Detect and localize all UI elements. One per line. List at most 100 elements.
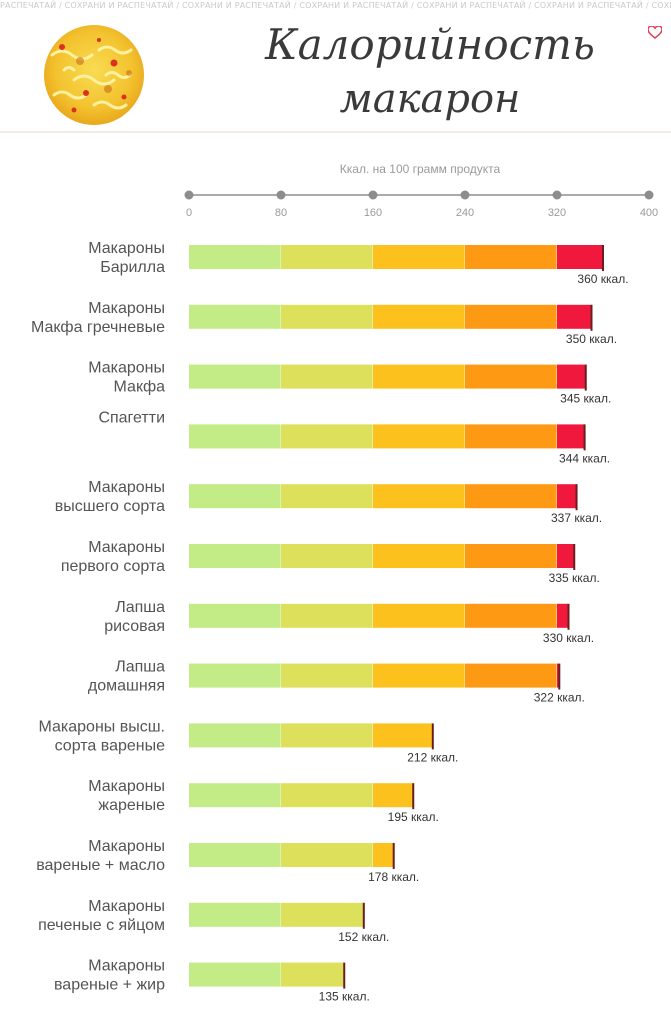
category-label-line: Макароны bbox=[88, 958, 165, 975]
title-line-1: Калорийность bbox=[265, 20, 595, 69]
category-label-line: печеные с яйцом bbox=[38, 917, 165, 934]
bar-segment bbox=[557, 364, 586, 389]
bar-segment bbox=[557, 544, 575, 568]
category-label-line: сорта вареные bbox=[55, 737, 165, 754]
chart-row: Лапша рисовая 330 ккал. bbox=[104, 599, 594, 645]
bar-segment bbox=[189, 783, 281, 808]
category-label: Макароны Макфа bbox=[88, 360, 165, 396]
bar-segment bbox=[557, 245, 603, 269]
bar-segment bbox=[465, 484, 557, 509]
bar-segment bbox=[281, 424, 373, 449]
bar-segment bbox=[281, 304, 373, 329]
category-label: Макароны высш. сорта вареные bbox=[38, 718, 165, 754]
value-label: 135 ккал. bbox=[319, 990, 370, 1004]
bar-segment bbox=[281, 783, 373, 808]
header: Калорийность макарон bbox=[0, 12, 671, 134]
bar-segment bbox=[189, 245, 281, 269]
category-label-line: Макароны bbox=[88, 240, 165, 257]
category-label-line: Макфа гречневые bbox=[31, 319, 165, 336]
bar-segment bbox=[373, 544, 465, 568]
watermark-text: РАСПЕЧАТАЙ / СОХРАНИ И РАСПЕЧАТАЙ / СОХР… bbox=[0, 1, 671, 10]
axis-tick-dot bbox=[552, 190, 562, 200]
category-label-line: вареные + жир bbox=[54, 977, 165, 994]
category-label-line: Макароны bbox=[88, 360, 165, 377]
axis-tick-dot bbox=[276, 190, 286, 200]
bar-segment bbox=[281, 364, 373, 389]
bar-segment bbox=[373, 304, 465, 329]
category-label: Макароны Барилла bbox=[88, 240, 165, 276]
category-label-line: рисовая bbox=[104, 618, 165, 635]
category-label-line: Барилла bbox=[100, 259, 165, 276]
bar-segment bbox=[373, 603, 465, 628]
bar-segment bbox=[189, 544, 281, 568]
bar-segment bbox=[465, 245, 557, 269]
bar-segment bbox=[281, 663, 373, 688]
category-label: Макароны вареные + масло bbox=[36, 838, 165, 874]
category-label-line: Макароны bbox=[88, 300, 165, 317]
axis-tick-dot bbox=[460, 190, 470, 200]
bar-segment bbox=[557, 424, 585, 449]
value-label: 337 ккал. bbox=[551, 511, 602, 525]
bar-segment bbox=[373, 843, 394, 867]
category-label: Макароны вареные + жир bbox=[54, 958, 165, 994]
bar-segment bbox=[465, 424, 557, 449]
category-label-line: жареные bbox=[98, 797, 165, 814]
bar-segment bbox=[557, 304, 592, 329]
category-label: Макароны печеные с яйцом bbox=[38, 898, 165, 934]
bar-segment bbox=[373, 484, 465, 509]
category-label-line: Макароны высш. bbox=[38, 718, 165, 735]
tick-label: 0 bbox=[186, 207, 192, 219]
category-label-line: Макароны bbox=[88, 898, 165, 915]
category-label-line: Макароны bbox=[88, 539, 165, 556]
bar-segment bbox=[281, 723, 373, 748]
category-label-line: Макароны bbox=[88, 479, 165, 496]
category-label: Макароны жареные bbox=[88, 778, 165, 814]
chart-row: Макароны печеные с яйцом 152 ккал. bbox=[38, 898, 389, 944]
value-label: 178 ккал. bbox=[368, 870, 419, 884]
value-label: 335 ккал. bbox=[549, 571, 600, 585]
axis-tick-dot bbox=[644, 190, 654, 200]
chart-row: Лапша домашняя 322 ккал. bbox=[88, 659, 585, 705]
category-label: Макароны первого сорта bbox=[61, 539, 165, 575]
tick-label: 160 bbox=[364, 207, 382, 219]
tick-label: 320 bbox=[548, 207, 566, 219]
chart-row: Макароны Макфа гречневые 350 ккал. bbox=[31, 300, 617, 346]
heart-icon bbox=[648, 26, 662, 39]
bar-segment bbox=[465, 603, 557, 628]
bar-segment bbox=[373, 245, 465, 269]
value-label: 350 ккал. bbox=[566, 332, 617, 346]
pasta-photo bbox=[44, 25, 144, 125]
chart-row: Макароны вареные + жир 135 ккал. bbox=[54, 958, 370, 1004]
category-label-line: вареные + масло bbox=[36, 857, 165, 874]
chart-rows: Макароны Барилла 360 ккал. Макароны Макфа гр… bbox=[31, 240, 629, 1004]
chart-row: Макароны первого сорта 335 ккал. bbox=[61, 539, 600, 585]
chart-row: Макароны вареные + масло 178 ккал. bbox=[36, 838, 419, 884]
bar-segment bbox=[373, 783, 414, 808]
chart-row: Макароны жареные 195 ккал. bbox=[88, 778, 439, 824]
chart-row: Макароны Макфа 345 ккал. bbox=[88, 360, 611, 406]
value-label: 360 ккал. bbox=[577, 272, 628, 286]
bar-segment bbox=[281, 245, 373, 269]
category-label-line: Спагетти bbox=[98, 409, 165, 426]
bar-segment bbox=[557, 663, 560, 688]
category-label-line: Макароны bbox=[88, 838, 165, 855]
category-label-line: Макароны bbox=[88, 778, 165, 795]
bar-segment bbox=[189, 424, 281, 449]
category-label: Спагетти bbox=[98, 409, 165, 426]
bar-segment bbox=[189, 843, 281, 867]
category-label-line: домашняя bbox=[88, 678, 165, 695]
bar-segment bbox=[557, 603, 569, 628]
category-label-line: Лапша bbox=[115, 599, 165, 616]
bar-segment bbox=[281, 843, 373, 867]
category-label-line: первого сорта bbox=[61, 558, 165, 575]
bar-segment bbox=[189, 723, 281, 748]
bar-segment bbox=[373, 424, 465, 449]
bar-segment bbox=[465, 544, 557, 568]
header-divider bbox=[0, 131, 671, 133]
bar-segment bbox=[373, 364, 465, 389]
category-label: Лапша домашняя bbox=[88, 659, 165, 695]
bar-segment bbox=[189, 962, 281, 987]
bar-segment bbox=[189, 663, 281, 688]
bar-segment bbox=[557, 484, 577, 509]
